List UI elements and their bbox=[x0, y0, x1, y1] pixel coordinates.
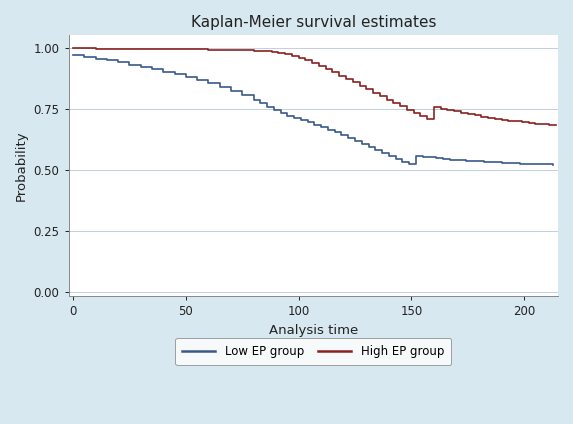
Y-axis label: Probability: Probability bbox=[15, 131, 28, 201]
X-axis label: Analysis time: Analysis time bbox=[269, 324, 358, 337]
Legend: Low EP group, High EP group: Low EP group, High EP group bbox=[175, 338, 452, 365]
Title: Kaplan-Meier survival estimates: Kaplan-Meier survival estimates bbox=[191, 15, 436, 30]
